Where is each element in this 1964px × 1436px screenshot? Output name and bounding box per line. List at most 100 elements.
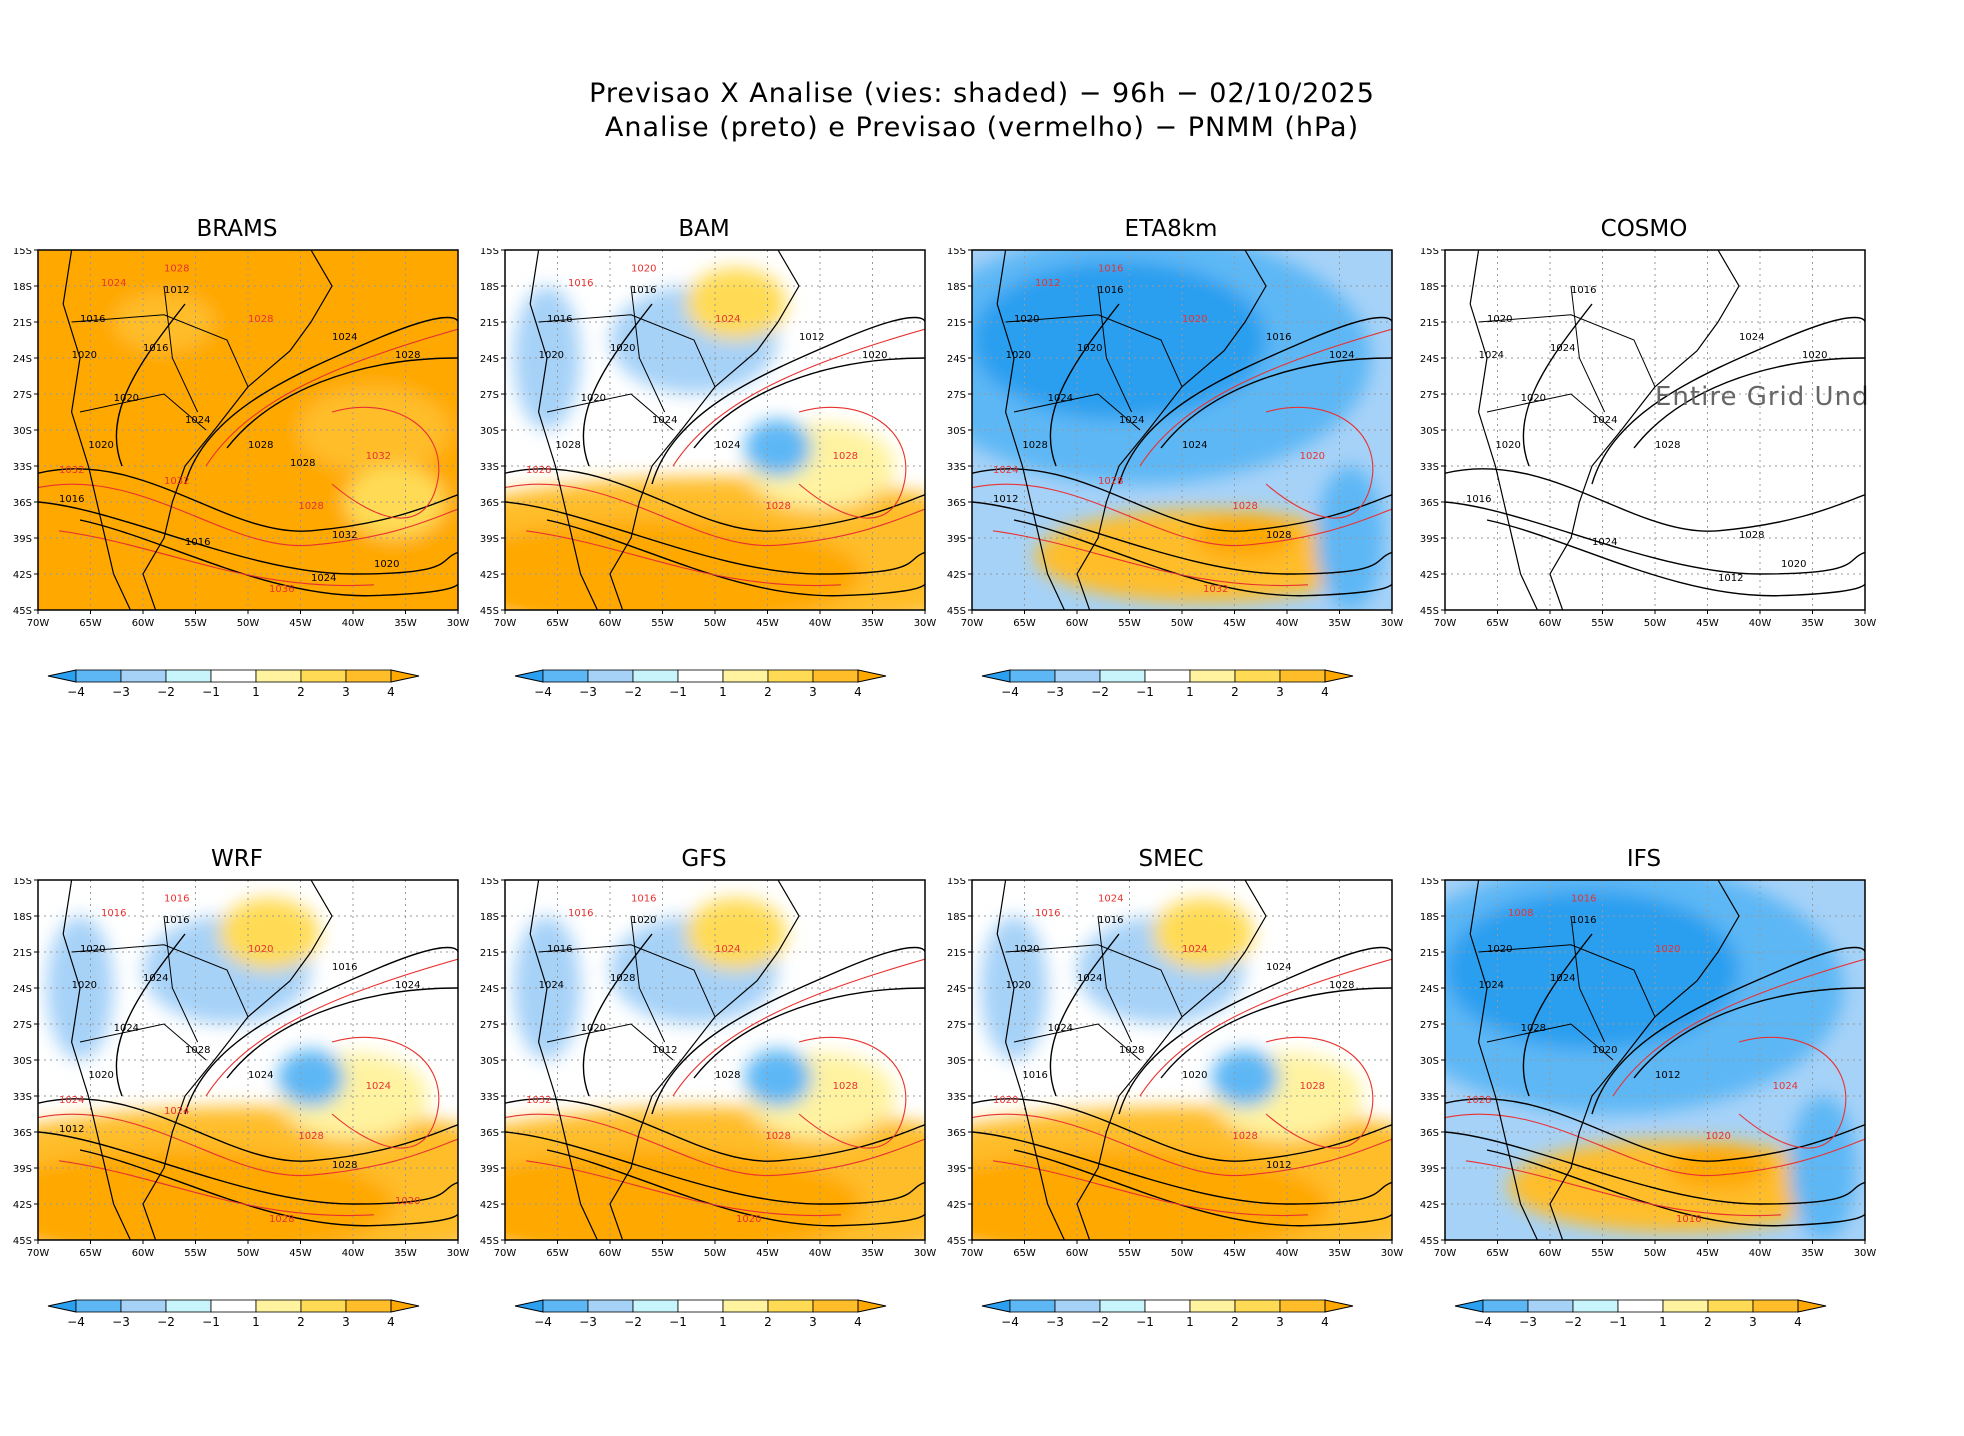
lat-tick-label: 18S xyxy=(13,282,32,293)
lon-tick-label: 35W xyxy=(861,618,884,629)
forecast-contour-label: 1024 xyxy=(366,1081,391,1092)
analysis-contour-label: 1024 xyxy=(114,1023,139,1034)
colorbar-tick-label: 3 xyxy=(342,685,350,699)
forecast-contour-label: 1008 xyxy=(1508,908,1533,919)
isobar-line xyxy=(972,1131,1392,1205)
isobar-line xyxy=(331,1036,440,1149)
bias-blob xyxy=(277,1049,345,1107)
analysis-contour-label: 1028 xyxy=(185,1045,210,1056)
isobar-line xyxy=(972,468,1392,532)
lon-tick-label: 45W xyxy=(1223,1248,1246,1259)
lat-tick-label: 24S xyxy=(480,354,499,365)
colorbar-tick-label: 2 xyxy=(1704,1315,1712,1329)
colorbar-tick-label: 4 xyxy=(1794,1315,1802,1329)
colorbar-segment xyxy=(210,1299,257,1313)
analysis-contour-label: 1024 xyxy=(1119,415,1144,426)
colorbar-segment xyxy=(255,669,302,683)
lat-tick-label: 39S xyxy=(947,534,966,545)
isobar-line xyxy=(505,501,925,575)
bias-blob xyxy=(1152,898,1254,970)
isobar-line xyxy=(505,483,925,547)
isobar-line xyxy=(972,501,1392,575)
lat-tick-label: 21S xyxy=(480,318,499,329)
lat-tick-label: 24S xyxy=(1420,354,1439,365)
lat-tick-label: 30S xyxy=(947,1056,966,1067)
colorbar-tick-label: −2 xyxy=(157,1315,175,1329)
colorbar-tick-label: 4 xyxy=(854,685,862,699)
lat-tick-label: 30S xyxy=(480,426,499,437)
coastline xyxy=(62,880,333,1240)
colorbar-arrow-right xyxy=(390,669,420,683)
colorbar-tick-label: −2 xyxy=(157,685,175,699)
isobar-line xyxy=(693,357,925,449)
isobar-line xyxy=(1445,501,1865,575)
analysis-contour-label: 1028 xyxy=(332,1160,357,1171)
analysis-contour-label: 1020 xyxy=(1182,1070,1207,1081)
lat-tick-label: 30S xyxy=(480,1056,499,1067)
map-plot: 1020 1016 1024 1028 1020 1012 1028 1016 1016 1024… xyxy=(480,878,936,1259)
isobar-line xyxy=(1465,1160,1782,1217)
analysis-contour-label: 1020 xyxy=(1781,559,1806,570)
colorbar-tick-label: −3 xyxy=(1046,1315,1064,1329)
isobar-line xyxy=(1160,357,1392,449)
isobar-line xyxy=(1633,987,1865,1079)
lon-tick-label: 55W xyxy=(1118,1248,1141,1259)
isobar-line xyxy=(1118,946,1392,1115)
analysis-contour-label: 1032 xyxy=(332,530,357,541)
coastline xyxy=(529,250,800,610)
colorbar-segment xyxy=(210,669,257,683)
lon-tick-label: 55W xyxy=(1591,1248,1614,1259)
lat-tick-label: 42S xyxy=(13,1200,32,1211)
lon-tick-label: 30W xyxy=(914,618,937,629)
lat-tick-label: 45S xyxy=(1420,1236,1439,1247)
lat-tick-label: 30S xyxy=(947,426,966,437)
lat-tick-label: 27S xyxy=(480,1020,499,1031)
colorbar-segment xyxy=(722,1299,769,1313)
forecast-contour-label: 1036 xyxy=(269,584,294,595)
lon-tick-label: 35W xyxy=(1328,618,1351,629)
forecast-contour-label: 1032 xyxy=(1203,584,1228,595)
graticule xyxy=(505,880,925,1240)
isobar-line xyxy=(38,1098,458,1162)
map-panel-eta8km: ETA8km 1016 1020 1020 1020 1024 1024 1024 1028 10… xyxy=(936,208,1406,699)
bias-blob xyxy=(1211,1049,1279,1107)
isobar-line xyxy=(226,357,458,449)
colorbar-segment xyxy=(1234,1299,1281,1313)
lon-tick-label: 65W xyxy=(1013,618,1036,629)
analysis-contour-label: 1024 xyxy=(143,973,168,984)
analysis-contour-label: 1028 xyxy=(610,973,635,984)
lat-tick-label: 45S xyxy=(13,606,32,617)
isobar-line xyxy=(505,1098,925,1162)
analysis-contour-label: 1016 xyxy=(1022,1070,1047,1081)
lat-tick-label: 42S xyxy=(947,570,966,581)
isobar-line xyxy=(1265,406,1374,519)
graticule xyxy=(505,250,925,610)
lat-tick-label: 21S xyxy=(480,948,499,959)
colorbar-tick-label: −2 xyxy=(624,1315,642,1329)
colorbar-arrow-right xyxy=(857,1299,887,1313)
isobar-line xyxy=(226,987,458,1079)
analysis-isobars xyxy=(1445,303,1865,597)
isobar-line xyxy=(972,1098,1392,1162)
analysis-contour-label: 1016 xyxy=(1266,332,1291,343)
panel-title: SMEC xyxy=(1138,846,1204,872)
lat-tick-label: 18S xyxy=(480,912,499,923)
analysis-isobars xyxy=(972,933,1392,1227)
forecast-contour-label: 1016 xyxy=(1035,908,1060,919)
forecast-contour-label: 1028 xyxy=(269,1214,294,1225)
lon-tick-label: 70W xyxy=(494,618,517,629)
colorbar-arrow-left xyxy=(1454,1299,1484,1313)
analysis-isobars xyxy=(505,303,925,597)
analysis-contour-label: 1020 xyxy=(374,559,399,570)
analysis-contour-label: 1016 xyxy=(1098,915,1123,926)
lon-tick-label: 45W xyxy=(1223,618,1246,629)
analysis-contour-label: 1028 xyxy=(715,1070,740,1081)
analysis-contour-label: 1028 xyxy=(1521,1023,1546,1034)
lon-tick-label: 35W xyxy=(1328,1248,1351,1259)
analysis-contour-label: 1020 xyxy=(1495,440,1520,451)
forecast-contour-label: 1020 xyxy=(736,1214,761,1225)
colorbar-segment xyxy=(1054,669,1101,683)
forecast-isobars xyxy=(972,958,1392,1217)
isobar-line xyxy=(546,519,925,597)
forecast-contour-label: 1028 xyxy=(1300,1081,1325,1092)
